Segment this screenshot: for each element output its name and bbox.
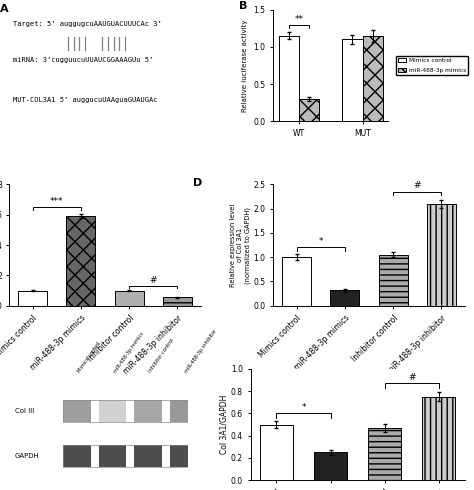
Text: **: ** — [294, 15, 303, 24]
Bar — [279, 36, 299, 121]
Text: #: # — [408, 373, 415, 382]
Text: GAPDH: GAPDH — [15, 453, 40, 459]
Bar — [134, 400, 162, 422]
Bar — [422, 397, 455, 480]
Bar — [260, 424, 293, 480]
Text: MUT-COL3A1 5’ auggucuUAAguaGUAUGAc: MUT-COL3A1 5’ auggucuUAAguaGUAUGAc — [13, 97, 158, 103]
Text: ***: *** — [50, 197, 64, 206]
Bar — [330, 290, 359, 306]
Text: miRNA: 3’cugguucuUUAUCGGAAAGUu 5’: miRNA: 3’cugguucuUUAUCGGAAAGUu 5’ — [13, 56, 154, 63]
Text: Col III: Col III — [15, 408, 34, 414]
Bar — [299, 99, 319, 121]
Text: A: A — [0, 4, 9, 14]
Text: D: D — [193, 178, 202, 188]
Text: Mimics control: Mimics control — [77, 341, 102, 374]
Text: Target: 5’ auggugcuAAUGUACUUUCAc 3’: Target: 5’ auggugcuAAUGUACUUUCAc 3’ — [13, 21, 162, 27]
Text: *: * — [319, 237, 323, 246]
Y-axis label: Relative expression level
of Col 3A1
(normalized to GAPDH): Relative expression level of Col 3A1 (no… — [230, 203, 251, 287]
Bar — [63, 444, 198, 467]
Bar — [134, 444, 162, 467]
Text: #: # — [150, 276, 157, 285]
Text: #: # — [413, 181, 421, 190]
Bar — [63, 400, 198, 422]
Bar — [115, 291, 144, 306]
Text: Inhibitor control: Inhibitor control — [148, 338, 175, 374]
Bar — [314, 452, 346, 480]
Bar — [379, 255, 408, 306]
Legend: Mimics control, miR-488-3p mimics: Mimics control, miR-488-3p mimics — [396, 56, 468, 75]
Bar — [170, 444, 198, 467]
Text: miR-488-3p inhibitor: miR-488-3p inhibitor — [184, 328, 218, 374]
Bar — [66, 216, 95, 306]
Y-axis label: Col 3A1/GAPDH: Col 3A1/GAPDH — [219, 395, 228, 454]
Bar — [363, 36, 383, 121]
Bar — [63, 444, 91, 467]
Bar — [170, 400, 198, 422]
Text: B: B — [239, 1, 247, 11]
Bar — [427, 204, 456, 306]
Text: miR-488-3p mimics: miR-488-3p mimics — [112, 331, 145, 374]
Text: *: * — [301, 403, 306, 412]
Bar — [99, 444, 126, 467]
Bar — [163, 297, 192, 306]
Bar — [18, 291, 47, 306]
Bar — [342, 40, 363, 121]
Y-axis label: Relative luciferase activity: Relative luciferase activity — [242, 19, 248, 112]
Bar — [282, 257, 311, 306]
Bar — [368, 428, 401, 480]
Bar — [63, 400, 91, 422]
Bar — [99, 400, 126, 422]
